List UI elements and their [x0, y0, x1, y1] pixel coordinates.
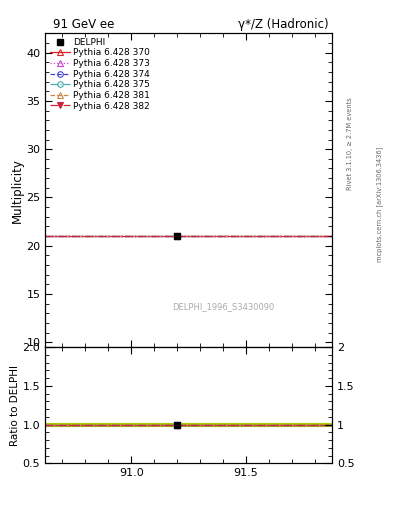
- Y-axis label: Multiplicity: Multiplicity: [11, 158, 24, 223]
- Text: γ*/Z (Hadronic): γ*/Z (Hadronic): [237, 18, 328, 31]
- Y-axis label: Ratio to DELPHI: Ratio to DELPHI: [10, 365, 20, 446]
- Text: DELPHI_1996_S3430090: DELPHI_1996_S3430090: [172, 302, 274, 311]
- Legend: DELPHI, Pythia 6.428 370, Pythia 6.428 373, Pythia 6.428 374, Pythia 6.428 375, : DELPHI, Pythia 6.428 370, Pythia 6.428 3…: [48, 36, 152, 112]
- Text: Rivet 3.1.10, ≥ 2.7M events: Rivet 3.1.10, ≥ 2.7M events: [347, 97, 353, 190]
- Text: 91 GeV ee: 91 GeV ee: [53, 18, 114, 31]
- Text: mcplots.cern.ch [arXiv:1306.3436]: mcplots.cern.ch [arXiv:1306.3436]: [376, 147, 383, 263]
